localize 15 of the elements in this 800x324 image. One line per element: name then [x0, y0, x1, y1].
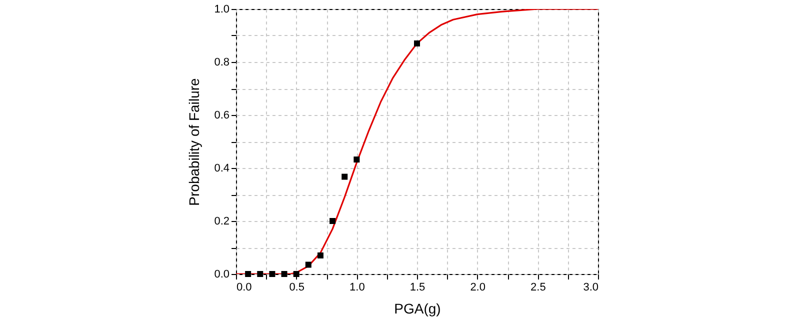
x-tick-label: 2.5 — [530, 282, 546, 294]
x-tick-label: 1.5 — [410, 282, 426, 294]
y-tick-label: 0.0 — [214, 268, 230, 280]
x-tick-label: 0.0 — [236, 282, 252, 294]
x-tick-label: 3.0 — [583, 282, 598, 294]
x-tick-label: 0.5 — [289, 282, 304, 294]
y-tick-label: 0.6 — [214, 110, 230, 122]
x-axis-title: PGA(g) — [394, 300, 441, 316]
y-axis-title: Probability of Failure — [186, 78, 202, 206]
x-tick-label: 2.0 — [470, 282, 486, 294]
y-tick-label: 1.0 — [214, 4, 230, 16]
x-tick-label: 1.0 — [350, 282, 365, 294]
y-tick-label: 0.2 — [214, 216, 230, 228]
y-tick-label: 0.4 — [214, 162, 230, 174]
y-tick-label: 0.8 — [214, 56, 230, 68]
